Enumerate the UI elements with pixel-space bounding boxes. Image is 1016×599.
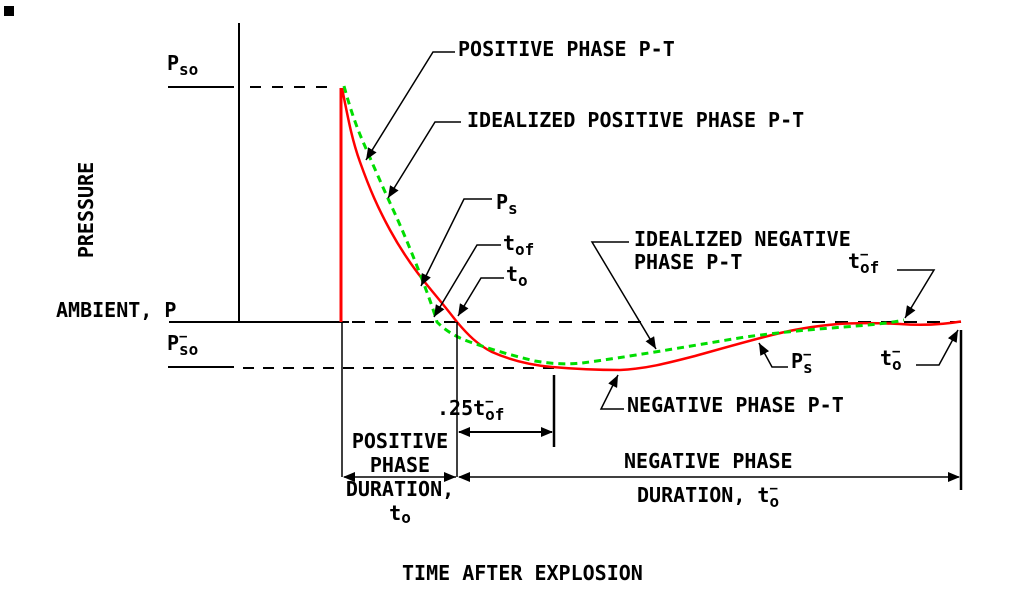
dim-arrow-left-icon (343, 472, 355, 482)
leader-idealized-negative-pt (590, 241, 657, 350)
leader-to (457, 277, 504, 317)
leader-to-minus (916, 329, 959, 366)
neg-dur-sub: o (769, 492, 780, 511)
positive-duration-line2: PHASE (369, 453, 431, 477)
to-minus-main: t (880, 346, 893, 370)
leader-idealized-positive-pt (387, 121, 461, 199)
pso-minus-sup: − (179, 329, 188, 345)
leader-ps (420, 198, 492, 287)
negative-duration-line2: DURATION, t − o (637, 481, 780, 511)
idealized-negative-pt-label: IDEALIZED NEGATIVE PHASE P-T (634, 228, 851, 274)
pos-dur-t-sub: o (401, 508, 411, 527)
positive-phase-pt-label: POSITIVE PHASE P-T (458, 37, 675, 61)
dim-arrow-right-icon (444, 472, 456, 482)
neg-dur-sup: − (769, 481, 778, 497)
pso-sub: so (179, 60, 199, 79)
positive-duration-line1: POSITIVE (351, 429, 449, 453)
to-sub: o (518, 271, 528, 290)
negative-phase-pt-label: NEGATIVE PHASE P-T (627, 393, 844, 417)
tof-minus-label: t − of (848, 247, 880, 277)
time-axis-label: TIME AFTER EXPLOSION (402, 561, 643, 585)
negative-duration-line1: NEGATIVE PHASE (624, 449, 793, 473)
to-minus-sup: − (892, 344, 901, 360)
ps-minus-label: P − s (791, 347, 813, 377)
idealized-negative-line1: IDEALIZED NEGATIVE (634, 227, 851, 251)
dim-arrow-left-icon (458, 472, 470, 482)
actual-pressure-curve (340, 87, 962, 372)
peak-negative-pressure-label: P − so (167, 329, 199, 359)
to-minus-label: t − o (880, 344, 902, 374)
ps-minus-main: P (791, 349, 804, 373)
dim-arrow-right-icon (948, 472, 960, 482)
leader-tof-minus (897, 269, 936, 319)
idealized-positive-pt-label: IDEALIZED POSITIVE PHASE P-T (467, 108, 805, 132)
idealized-negative-line2: PHASE P-T (634, 250, 743, 274)
dim-arrow-left-icon (458, 427, 470, 437)
leader-positive-phase-pt (365, 51, 455, 161)
ps-minus-sup: − (803, 347, 812, 363)
idealized-pressure-curve (342, 85, 905, 366)
pso-minus-main: P (167, 331, 180, 355)
pso-minus-sub: so (179, 340, 199, 359)
leader-tof (433, 244, 501, 318)
ps-main: P (496, 190, 509, 214)
positive-duration-line3: DURATION, (345, 477, 455, 501)
leader-negative-phase-pt (599, 374, 624, 410)
leader-ps-minus (758, 342, 788, 368)
quarter-tof-label: .25t − of (437, 394, 505, 424)
dim-arrow-right-icon (541, 427, 553, 437)
pso-main: P (167, 51, 180, 75)
ps-minus-sub: s (803, 358, 813, 377)
quarter-tof-sup: − (485, 394, 494, 410)
to-main: t (506, 262, 519, 286)
neg-dur-prefix: DURATION, t (637, 483, 770, 507)
quarter-tof-prefix: .25t (437, 396, 486, 420)
ps-sub: s (508, 199, 518, 218)
tof-minus-sup: − (860, 247, 869, 263)
quarter-tof-sub: of (485, 405, 505, 424)
tof-minus-sub: of (860, 258, 880, 277)
tof-label: t of (503, 231, 535, 259)
pos-dur-t-main: t (389, 501, 402, 525)
tof-minus-main: t (848, 249, 861, 273)
pressure-axis-label: PRESSURE (74, 161, 98, 259)
artifact-mark (4, 6, 14, 16)
tof-sub: of (515, 240, 535, 259)
tof-main: t (503, 231, 516, 255)
to-minus-sub: o (892, 355, 902, 374)
ambient-pressure-label: AMBIENT, P (56, 298, 177, 322)
